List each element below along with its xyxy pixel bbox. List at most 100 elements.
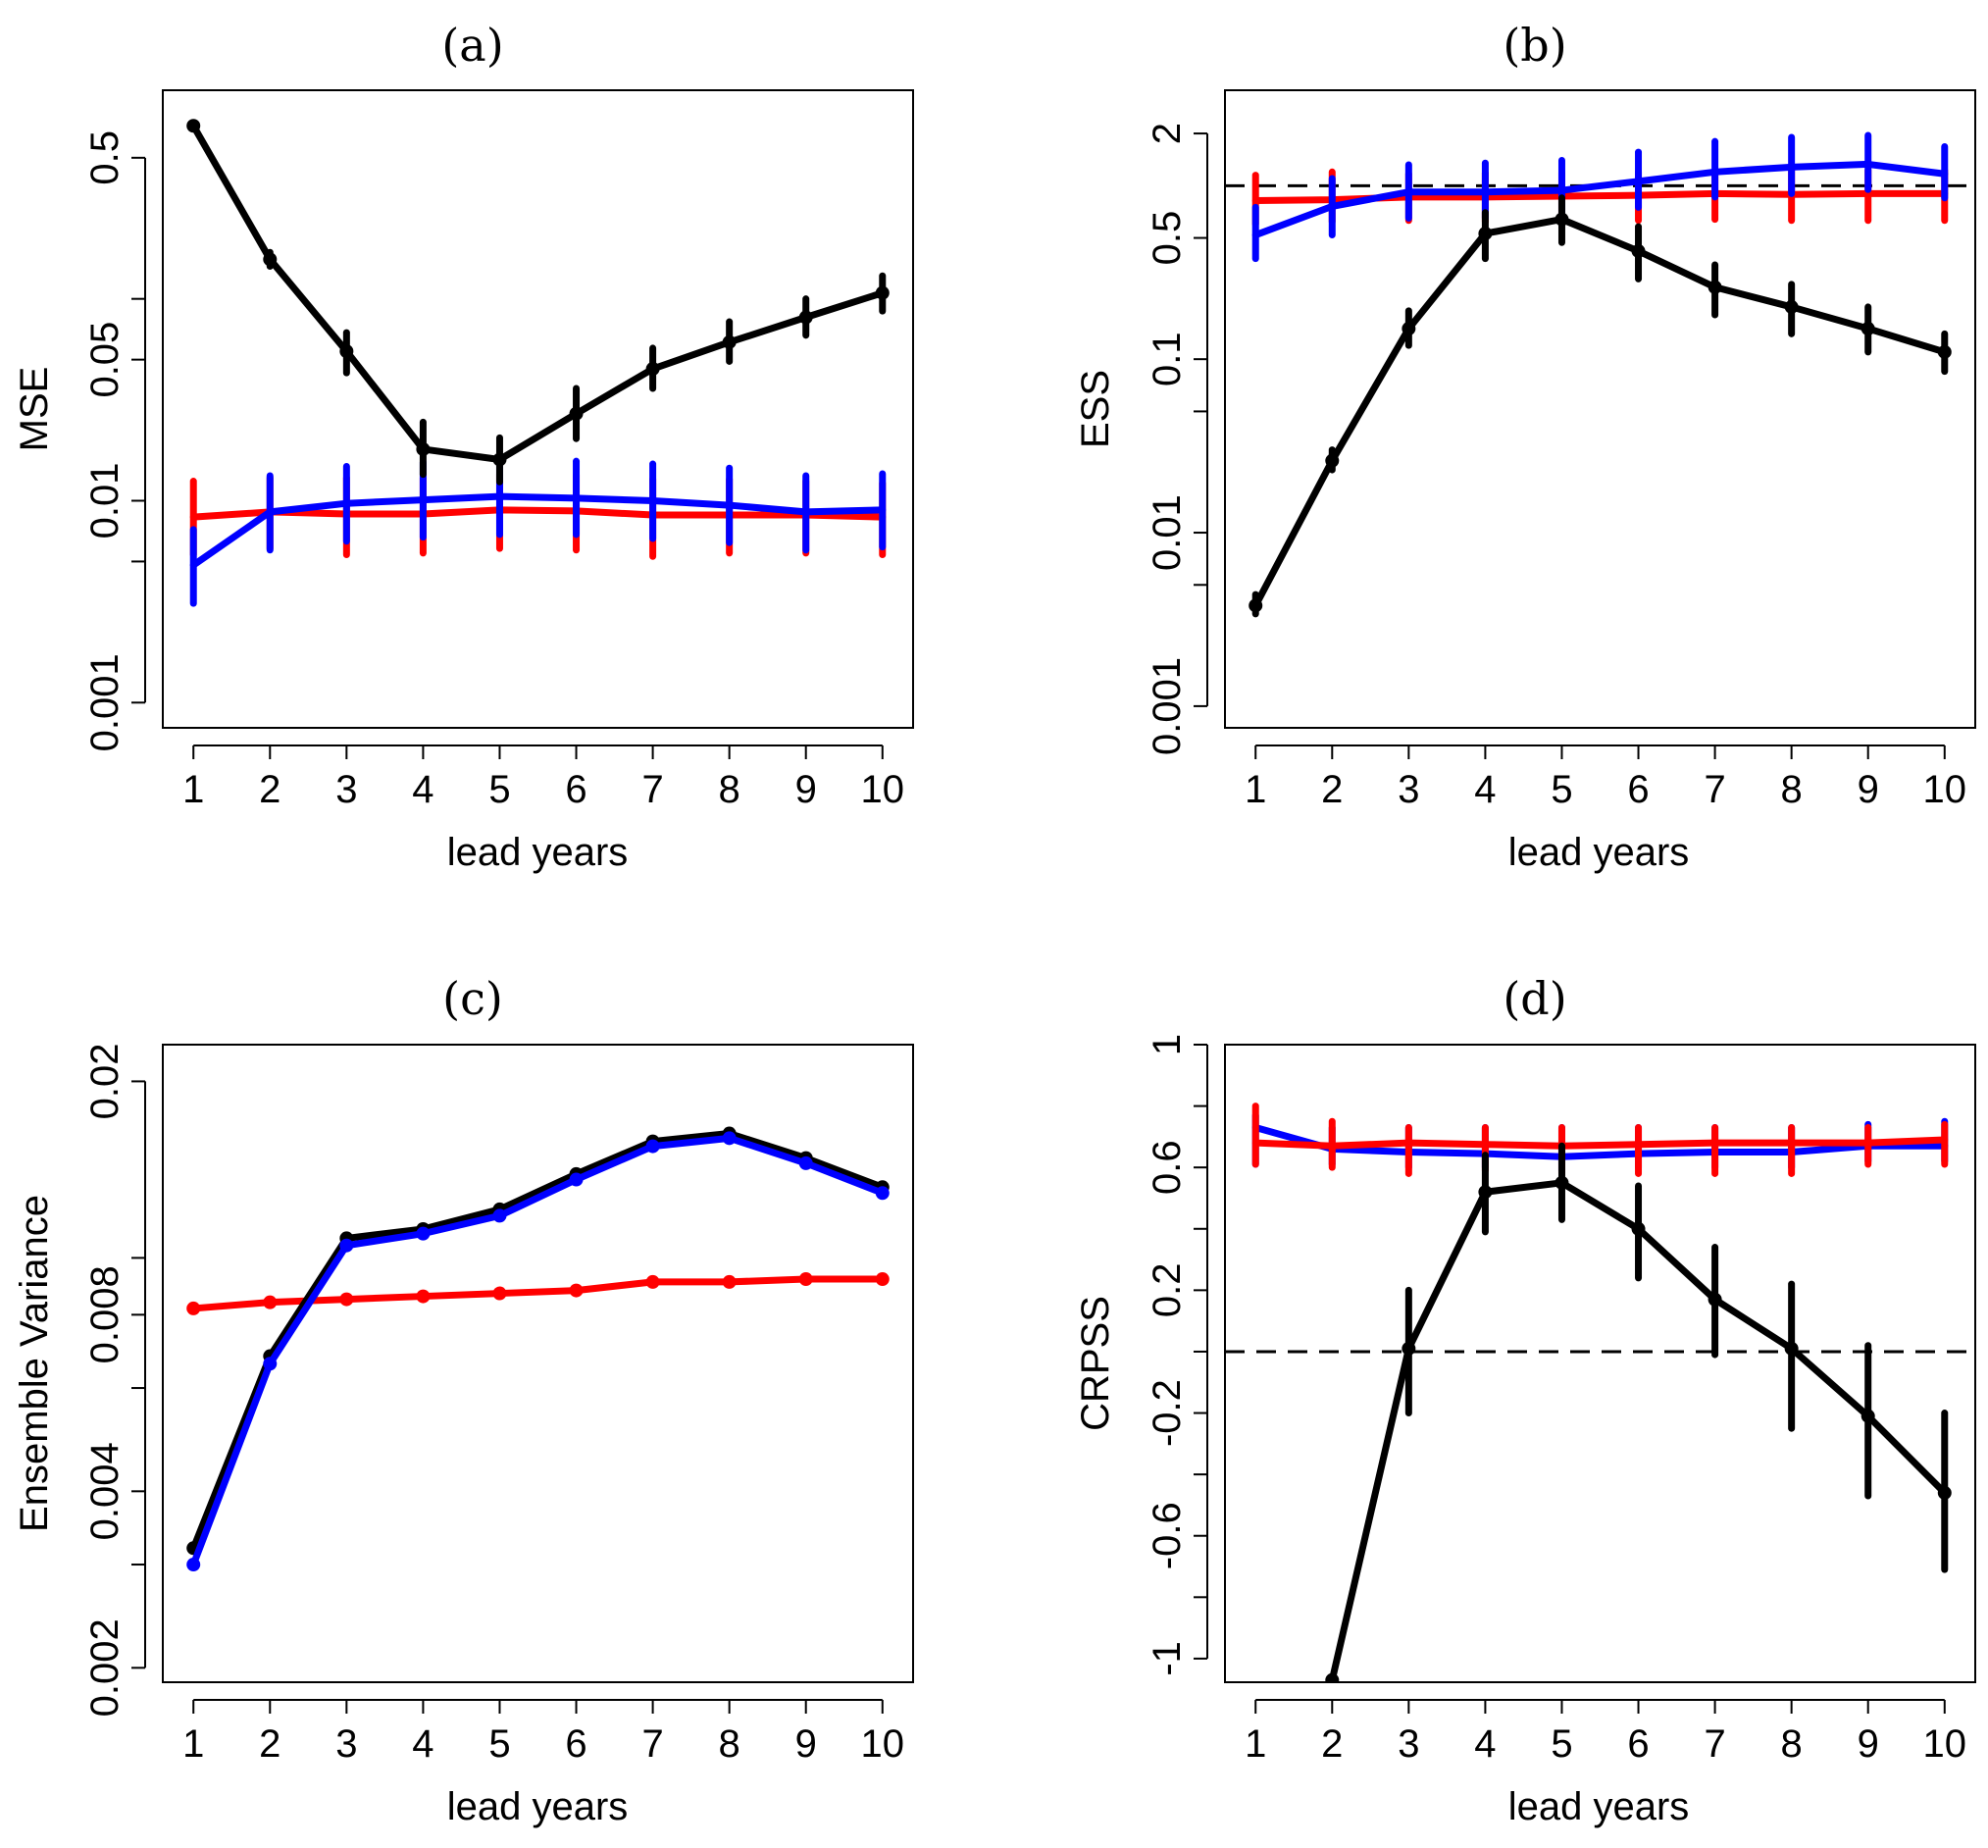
y-tick-label-d-4: 0.6 <box>1146 1140 1189 1195</box>
x-tick-label-a-3: 3 <box>335 768 357 811</box>
panel-title-c: (c) <box>442 972 503 1025</box>
point-d-black-5 <box>1555 1175 1569 1190</box>
point-b-black-1 <box>1249 598 1263 613</box>
series-line-c-red <box>189 1275 887 1312</box>
x-tick-label-a-10: 10 <box>861 768 905 811</box>
series-b-red <box>1251 166 1949 229</box>
series-line-a-red <box>189 506 887 521</box>
point-c-blue-10 <box>875 1186 890 1201</box>
point-b-black-4 <box>1478 227 1493 241</box>
y-tick-label-a-2: 0.05 <box>83 322 127 398</box>
point-d-black-3 <box>1402 1341 1416 1356</box>
x-tick-label-d-5: 5 <box>1551 1722 1572 1766</box>
point-c-blue-2 <box>263 1357 278 1371</box>
point-a-black-7 <box>645 362 660 377</box>
x-tick-label-b-3: 3 <box>1398 768 1419 811</box>
x-tick-label-b-6: 6 <box>1627 768 1649 811</box>
panel-d: (d) -1 -0.6 -0.2 0.2 0.6 1 1 2 3 4 5 6 7… <box>1074 972 1976 1828</box>
series-d-black <box>1325 1142 1952 1682</box>
point-c-blue-8 <box>722 1131 737 1146</box>
plot-frame-c <box>162 1044 914 1683</box>
point-c-blue-5 <box>492 1208 507 1223</box>
point-c-red-3 <box>339 1292 354 1307</box>
series-b-blue <box>1251 131 1949 263</box>
series-line-a-blue <box>189 492 887 569</box>
x-tick-label-a-9: 9 <box>795 768 817 811</box>
plot-frame-b <box>1224 89 1976 729</box>
x-tick-label-a-5: 5 <box>488 768 510 811</box>
x-tick-label-b-5: 5 <box>1551 768 1572 811</box>
point-b-black-3 <box>1402 322 1416 336</box>
x-tick-label-c-4: 4 <box>412 1722 433 1766</box>
x-tick-label-a-6: 6 <box>565 768 586 811</box>
series-a-black <box>186 119 890 486</box>
x-tick-label-d-6: 6 <box>1627 1722 1649 1766</box>
x-axis-label-d: lead years <box>1508 1785 1690 1828</box>
y-tick-label-b-0: 0.001 <box>1146 657 1189 755</box>
point-c-blue-4 <box>416 1226 431 1241</box>
point-c-red-7 <box>645 1274 660 1289</box>
point-c-blue-7 <box>645 1139 660 1154</box>
x-tick-label-d-9: 9 <box>1858 1722 1879 1766</box>
y-tick-label-d-3: 0.2 <box>1146 1263 1189 1318</box>
series-line-d-red <box>1251 1136 1949 1150</box>
series-line-d-black <box>1327 1179 1949 1682</box>
y-axis-label-a: MSE <box>13 367 56 452</box>
x-tick-label-b-10: 10 <box>1923 768 1967 811</box>
point-b-black-6 <box>1631 243 1646 258</box>
y-tick-label-c-2: 0.008 <box>83 1265 127 1363</box>
series-c-black <box>186 1126 890 1556</box>
x-tick-label-b-9: 9 <box>1858 768 1879 811</box>
point-b-black-8 <box>1784 299 1799 314</box>
point-c-blue-3 <box>339 1238 354 1253</box>
y-tick-label-d-5: 1 <box>1146 1034 1189 1055</box>
x-tick-label-a-4: 4 <box>412 768 433 811</box>
x-tick-label-c-10: 10 <box>861 1722 905 1766</box>
y-tick-label-a-0: 0.001 <box>83 653 127 751</box>
panel-title-d: (d) <box>1503 972 1566 1025</box>
y-axis-a: 0.001 0.01 0.05 0.5 <box>83 130 146 751</box>
point-c-red-8 <box>722 1274 737 1289</box>
x-tick-label-b-1: 1 <box>1245 768 1266 811</box>
point-d-black-6 <box>1631 1221 1646 1236</box>
y-axis-label-d: CRPSS <box>1074 1296 1117 1431</box>
x-axis-a: 1 2 3 4 5 6 7 8 9 10 <box>182 744 905 811</box>
point-c-red-1 <box>186 1301 201 1315</box>
point-b-black-7 <box>1708 280 1722 294</box>
plot-frame-d <box>1224 1044 1976 1683</box>
x-tick-label-a-8: 8 <box>719 768 740 811</box>
y-tick-label-b-1: 0.01 <box>1146 494 1189 571</box>
point-a-black-10 <box>875 285 890 300</box>
x-tick-label-d-7: 7 <box>1704 1722 1725 1766</box>
x-tick-label-b-8: 8 <box>1781 768 1803 811</box>
x-axis-b: 1 2 3 4 5 6 7 8 9 10 <box>1245 744 1967 811</box>
y-tick-label-c-0: 0.002 <box>83 1618 127 1717</box>
point-d-black-4 <box>1478 1185 1493 1200</box>
x-tick-label-b-7: 7 <box>1704 768 1725 811</box>
point-a-black-2 <box>263 252 278 267</box>
point-b-black-10 <box>1937 344 1952 359</box>
x-tick-label-d-8: 8 <box>1781 1722 1803 1766</box>
point-a-black-6 <box>569 406 584 421</box>
point-c-red-10 <box>875 1272 890 1287</box>
x-tick-label-c-3: 3 <box>335 1722 357 1766</box>
point-c-red-4 <box>416 1289 431 1304</box>
series-a-blue <box>189 455 887 607</box>
series-line-c-black <box>189 1130 887 1552</box>
x-tick-label-d-3: 3 <box>1398 1722 1419 1766</box>
x-axis-label-c: lead years <box>447 1785 629 1828</box>
point-c-red-2 <box>263 1295 278 1309</box>
y-tick-label-d-2: -0.2 <box>1146 1379 1189 1447</box>
point-c-blue-9 <box>798 1155 813 1170</box>
y-tick-label-d-0: -1 <box>1146 1641 1189 1676</box>
series-d-red <box>1251 1103 1949 1177</box>
point-d-black-9 <box>1861 1409 1875 1423</box>
point-b-black-5 <box>1555 212 1569 227</box>
panel-c: (c) 0.002 0.004 0.008 0.02 1 2 3 4 5 6 7… <box>13 972 914 1828</box>
panel-a: (a) 0.001 0.01 0.05 0.5 1 2 3 4 5 6 7 8 … <box>13 19 914 874</box>
point-a-black-8 <box>722 334 737 349</box>
x-tick-label-c-5: 5 <box>488 1722 510 1766</box>
series-c-red <box>186 1272 890 1315</box>
x-axis-d: 1 2 3 4 5 6 7 8 9 10 <box>1245 1699 1966 1766</box>
point-a-black-4 <box>416 441 431 456</box>
